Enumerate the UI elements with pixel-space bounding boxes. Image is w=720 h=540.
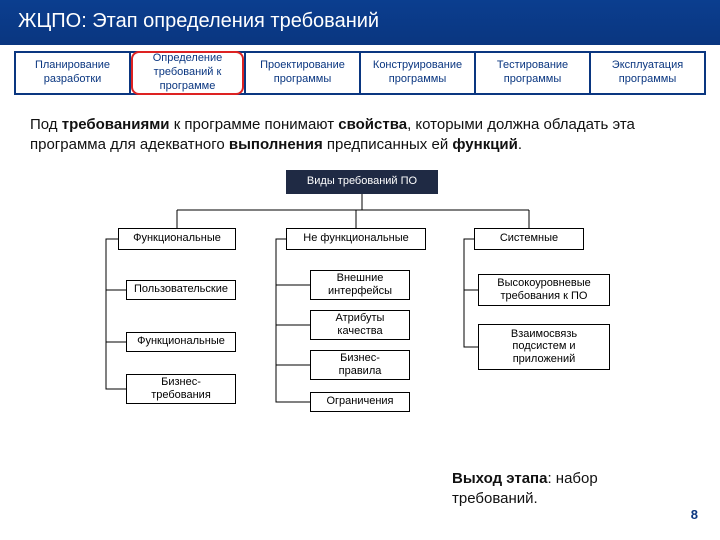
tree-node-s2: Взаимосвязь подсистем и приложений <box>478 324 610 370</box>
tree-node-nfunc: Не функциональные <box>286 228 426 250</box>
txt: предписанных ей <box>323 136 453 153</box>
tree-node-n3: Бизнес- правила <box>310 350 410 380</box>
output-label: Выход этапа <box>452 470 547 487</box>
stage-label: Эксплуатация программы <box>593 59 702 87</box>
tree-node-f1: Пользовательские <box>126 280 236 300</box>
stage-label: Проектирование программы <box>248 59 357 87</box>
page-number: 8 <box>691 507 698 522</box>
txt-bold: свойства <box>338 116 407 133</box>
stage-label: Тестирование программы <box>478 59 587 87</box>
tree-node-f2: Функциональные <box>126 332 236 352</box>
tree-node-n4: Ограничения <box>310 392 410 412</box>
stage-1: Определение требований к программе <box>131 51 246 95</box>
slide-title: ЖЦПО: Этап определения требований <box>18 10 379 32</box>
tree-node-f3: Бизнес- требования <box>126 374 236 404</box>
tree-node-func: Функциональные <box>118 228 236 250</box>
stage-3: Конструирование программы <box>361 51 476 95</box>
txt-bold: функций <box>452 136 518 153</box>
requirements-tree-diagram: Виды требований ПО Функциональные Не функц… <box>100 170 620 450</box>
stage-label: Определение требований к программе <box>133 52 242 93</box>
stage-label: Планирование разработки <box>18 59 127 87</box>
tree-node-n1: Внешние интерфейсы <box>310 270 410 300</box>
tree-node-n2: Атрибуты качества <box>310 310 410 340</box>
tree-node-s1: Высокоуровневые требования к ПО <box>478 274 610 306</box>
title-bar: ЖЦПО: Этап определения требований <box>0 0 720 45</box>
txt-bold: требованиями <box>62 116 170 133</box>
stage-2: Проектирование программы <box>246 51 361 95</box>
txt: Под <box>30 116 62 133</box>
txt-bold: выполнения <box>229 136 323 153</box>
txt: к программе понимают <box>170 116 339 133</box>
stage-output: Выход этапа: набор требований. <box>452 469 672 508</box>
body-paragraph: Под требованиями к программе понимают св… <box>30 115 690 156</box>
tree-node-root: Виды требований ПО <box>286 170 438 194</box>
tree-node-sys: Системные <box>474 228 584 250</box>
txt: . <box>518 136 522 153</box>
stage-row: Планирование разработкиОпределение требо… <box>14 51 706 95</box>
stage-4: Тестирование программы <box>476 51 591 95</box>
stage-label: Конструирование программы <box>363 59 472 87</box>
stage-0: Планирование разработки <box>14 51 131 95</box>
stage-5: Эксплуатация программы <box>591 51 706 95</box>
